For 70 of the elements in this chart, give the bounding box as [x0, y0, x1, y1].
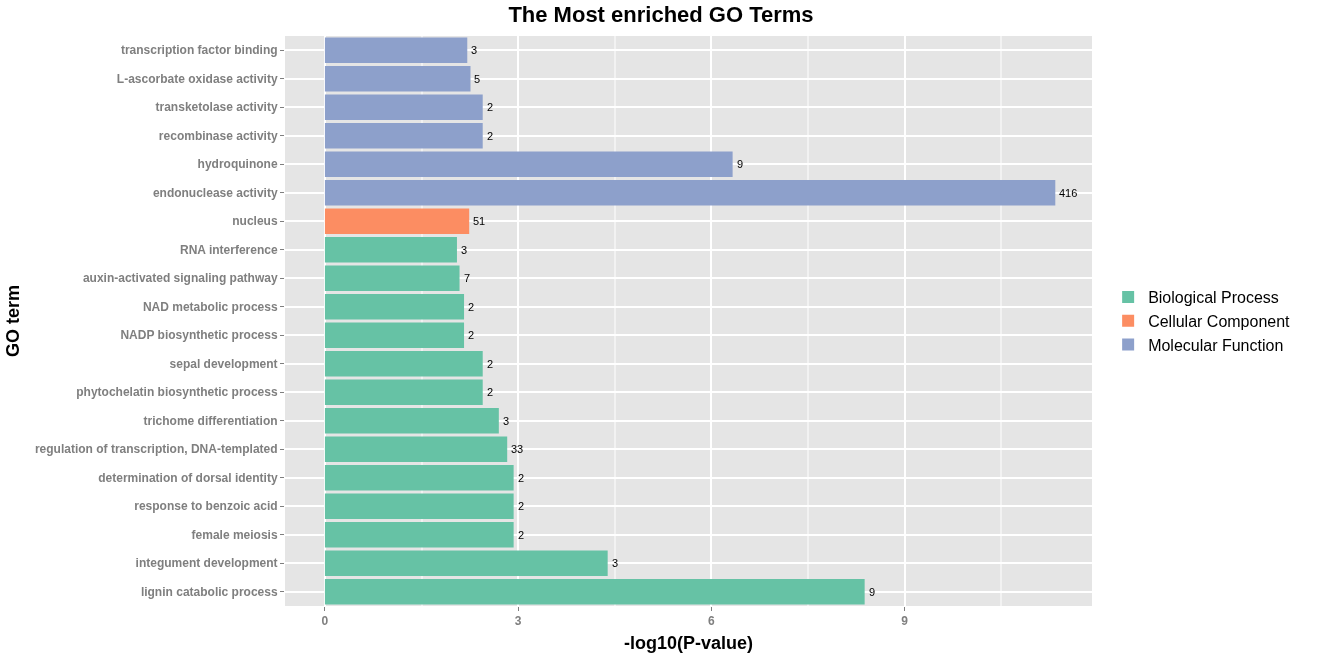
y-tick-label: sepal development — [169, 356, 278, 371]
bar — [324, 65, 471, 92]
bar — [324, 322, 465, 349]
annotation: 2 — [518, 500, 525, 512]
bar — [324, 265, 460, 292]
x-axis-title: -log10(P-value) — [623, 632, 754, 653]
y-tick-label: hydroquinone — [197, 157, 278, 172]
bar — [324, 493, 514, 520]
y-axis-title: GO term — [3, 284, 24, 358]
annotation: 9 — [869, 586, 876, 598]
legend-label: Cellular Component — [1148, 312, 1291, 330]
annotation: 33 — [511, 443, 524, 455]
bar — [324, 407, 499, 434]
bar — [324, 578, 865, 605]
x-tick-label: 6 — [708, 614, 716, 629]
y-tick-label: transcription factor binding — [120, 43, 278, 58]
bar — [324, 464, 514, 491]
y-tick-label: integument development — [135, 556, 278, 571]
x-tick-label: 0 — [321, 614, 329, 629]
y-tick-label: response to benzoic acid — [134, 499, 278, 514]
annotation: 5 — [474, 73, 481, 85]
bar — [324, 379, 483, 406]
annotation: 2 — [518, 472, 525, 484]
bar — [324, 550, 608, 577]
annotation: 2 — [468, 301, 475, 313]
y-tick-label: phytochelatin biosynthetic process — [76, 385, 278, 400]
annotation: 416 — [1059, 187, 1078, 199]
bar — [324, 293, 465, 320]
bar — [324, 122, 483, 149]
y-tick-label: determination of dorsal identity — [98, 470, 278, 485]
y-tick-label: nucleus — [232, 214, 278, 229]
annotation: 3 — [503, 415, 510, 427]
y-tick-label: L-ascorbate oxidase activity — [116, 71, 278, 86]
chart-title: The Most enriched GO Terms — [508, 1, 814, 27]
bar — [324, 37, 468, 64]
y-tick-label: NADP biosynthetic process — [120, 328, 278, 343]
y-tick-label: lignin catabolic process — [140, 584, 278, 599]
annotation: 2 — [487, 358, 494, 370]
y-tick-label: NAD metabolic process — [142, 299, 278, 314]
x-tick-label: 3 — [514, 614, 522, 629]
bar — [324, 94, 483, 121]
annotation: 3 — [461, 244, 468, 256]
annotation: 3 — [471, 44, 478, 56]
legend-label: Biological Process — [1148, 289, 1279, 307]
annotation: 2 — [487, 101, 494, 113]
annotation: 2 — [518, 529, 525, 541]
annotation: 2 — [487, 386, 494, 398]
bar — [324, 151, 733, 178]
annotation: 7 — [464, 272, 471, 284]
y-tick-label: endonuclease activity — [152, 185, 278, 200]
annotation: 2 — [487, 130, 494, 142]
y-tick-label: transketolase activity — [155, 100, 278, 115]
legend-label: Molecular Function — [1148, 336, 1284, 354]
bar — [324, 179, 1056, 206]
bar — [324, 208, 470, 235]
x-tick-label: 9 — [901, 614, 909, 629]
bar — [324, 521, 514, 548]
bar — [324, 236, 457, 263]
annotation: 51 — [473, 215, 486, 227]
bar — [324, 436, 508, 463]
y-tick-label: female meiosis — [191, 527, 278, 542]
bar — [324, 350, 483, 377]
y-tick-label: RNA interference — [180, 242, 278, 257]
y-tick-label: regulation of transcription, DNA-templated — [34, 442, 278, 457]
annotation: 3 — [612, 557, 619, 569]
y-tick-label: recombinase activity — [158, 128, 278, 143]
y-tick-label: trichome differentiation — [143, 413, 278, 428]
annotation: 9 — [737, 158, 744, 170]
y-tick-label: auxin-activated signaling pathway — [82, 271, 278, 286]
annotation: 2 — [468, 329, 475, 341]
